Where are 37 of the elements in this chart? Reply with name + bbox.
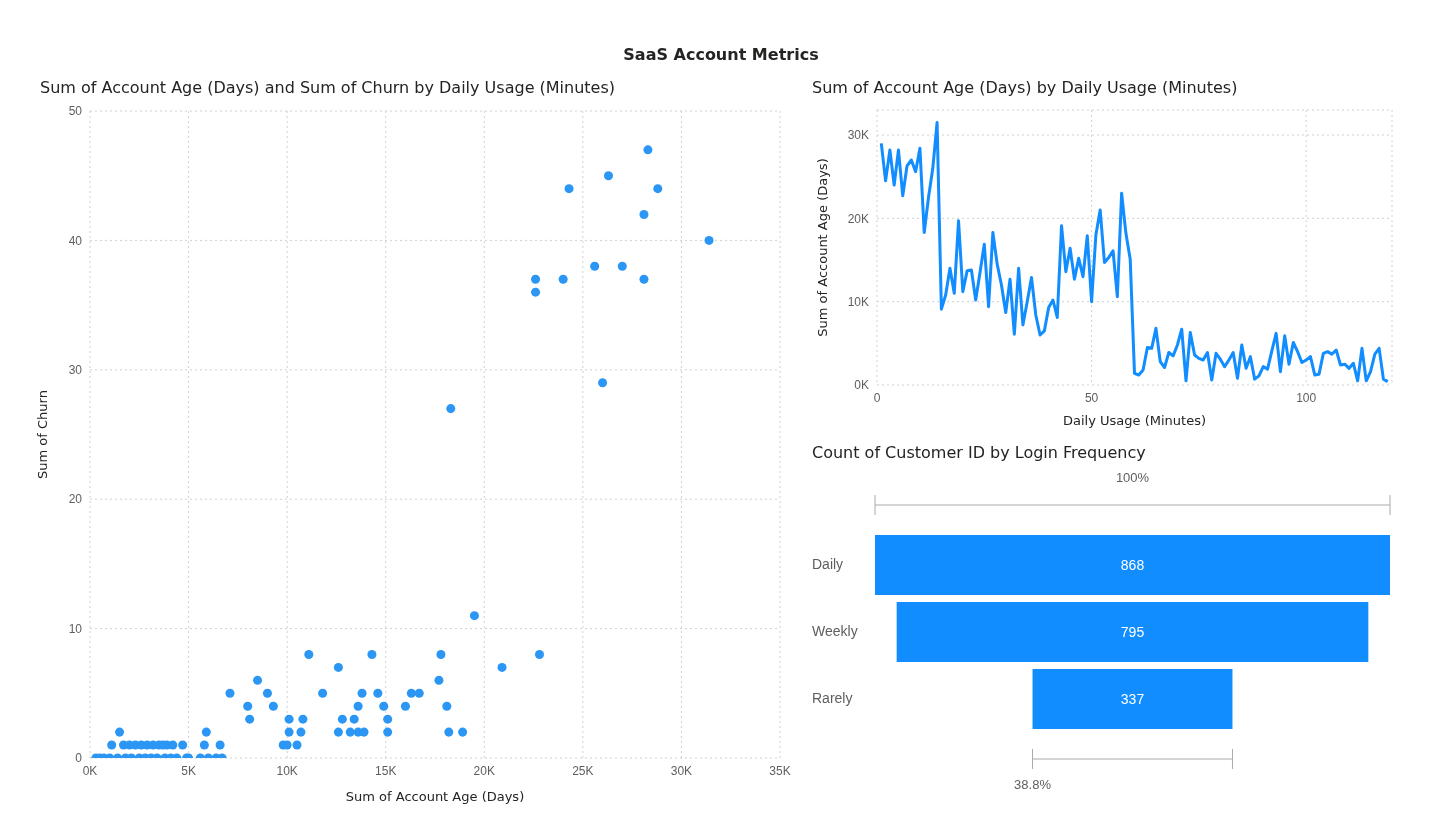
x-axis-title: Sum of Account Age (Days) [345,789,525,804]
text: 100% [1115,470,1150,485]
x-tick-label: 20K [473,763,495,778]
x-tick-label: 5K [181,763,196,778]
y-tick-label: 10K [847,294,869,309]
x-tick-label: 0 [873,390,881,405]
data-label: 795 [1120,624,1145,640]
category-label: Weekly [812,623,858,639]
y-tick-label: 50 [68,104,83,119]
y-tick-label: 30 [68,363,83,378]
chart-title: Sum of Account Age (Days) and Sum of Churn by Daily Usage (Minutes) [40,78,616,97]
x-tick-label: 100 [1296,390,1317,405]
y-axis-title: Sum of Churn [34,390,50,479]
x-tick-label: 30K [670,763,693,778]
y-tick-label: 40 [68,233,83,248]
x-axis-title: Daily Usage (Minutes) [1063,413,1206,428]
text: Count of Customer ID by Login Frequency [812,443,1146,462]
x-tick-label: 25K [572,763,594,778]
y-tick-label: 30K [847,128,869,143]
y-tick-label: 20K [847,211,869,226]
y-tick-label: 20 [68,492,83,507]
chart-title: Sum of Account Age (Days) by Daily Usage (Minutes) [812,78,1238,97]
y-axis-title: Sum of Account Age (Days) [814,158,830,337]
x-tick-label: 35K [769,763,791,778]
y-tick-label: 10 [68,621,83,636]
data-label: 337 [1120,691,1145,707]
y-tick-label: 0K [854,378,869,393]
category-label: Rarely [812,690,853,706]
x-tick-label: 0K [82,763,98,778]
x-tick-label: 50 [1084,390,1099,405]
category-label: Daily [812,556,844,572]
y-tick-label: 0 [75,751,83,766]
x-tick-label: 15K [375,763,397,778]
x-tick-label: 10K [276,763,298,778]
data-label: 868 [1120,557,1145,573]
text: 38.8% [1014,777,1052,792]
text: SaaS Account Metrics [622,45,820,64]
